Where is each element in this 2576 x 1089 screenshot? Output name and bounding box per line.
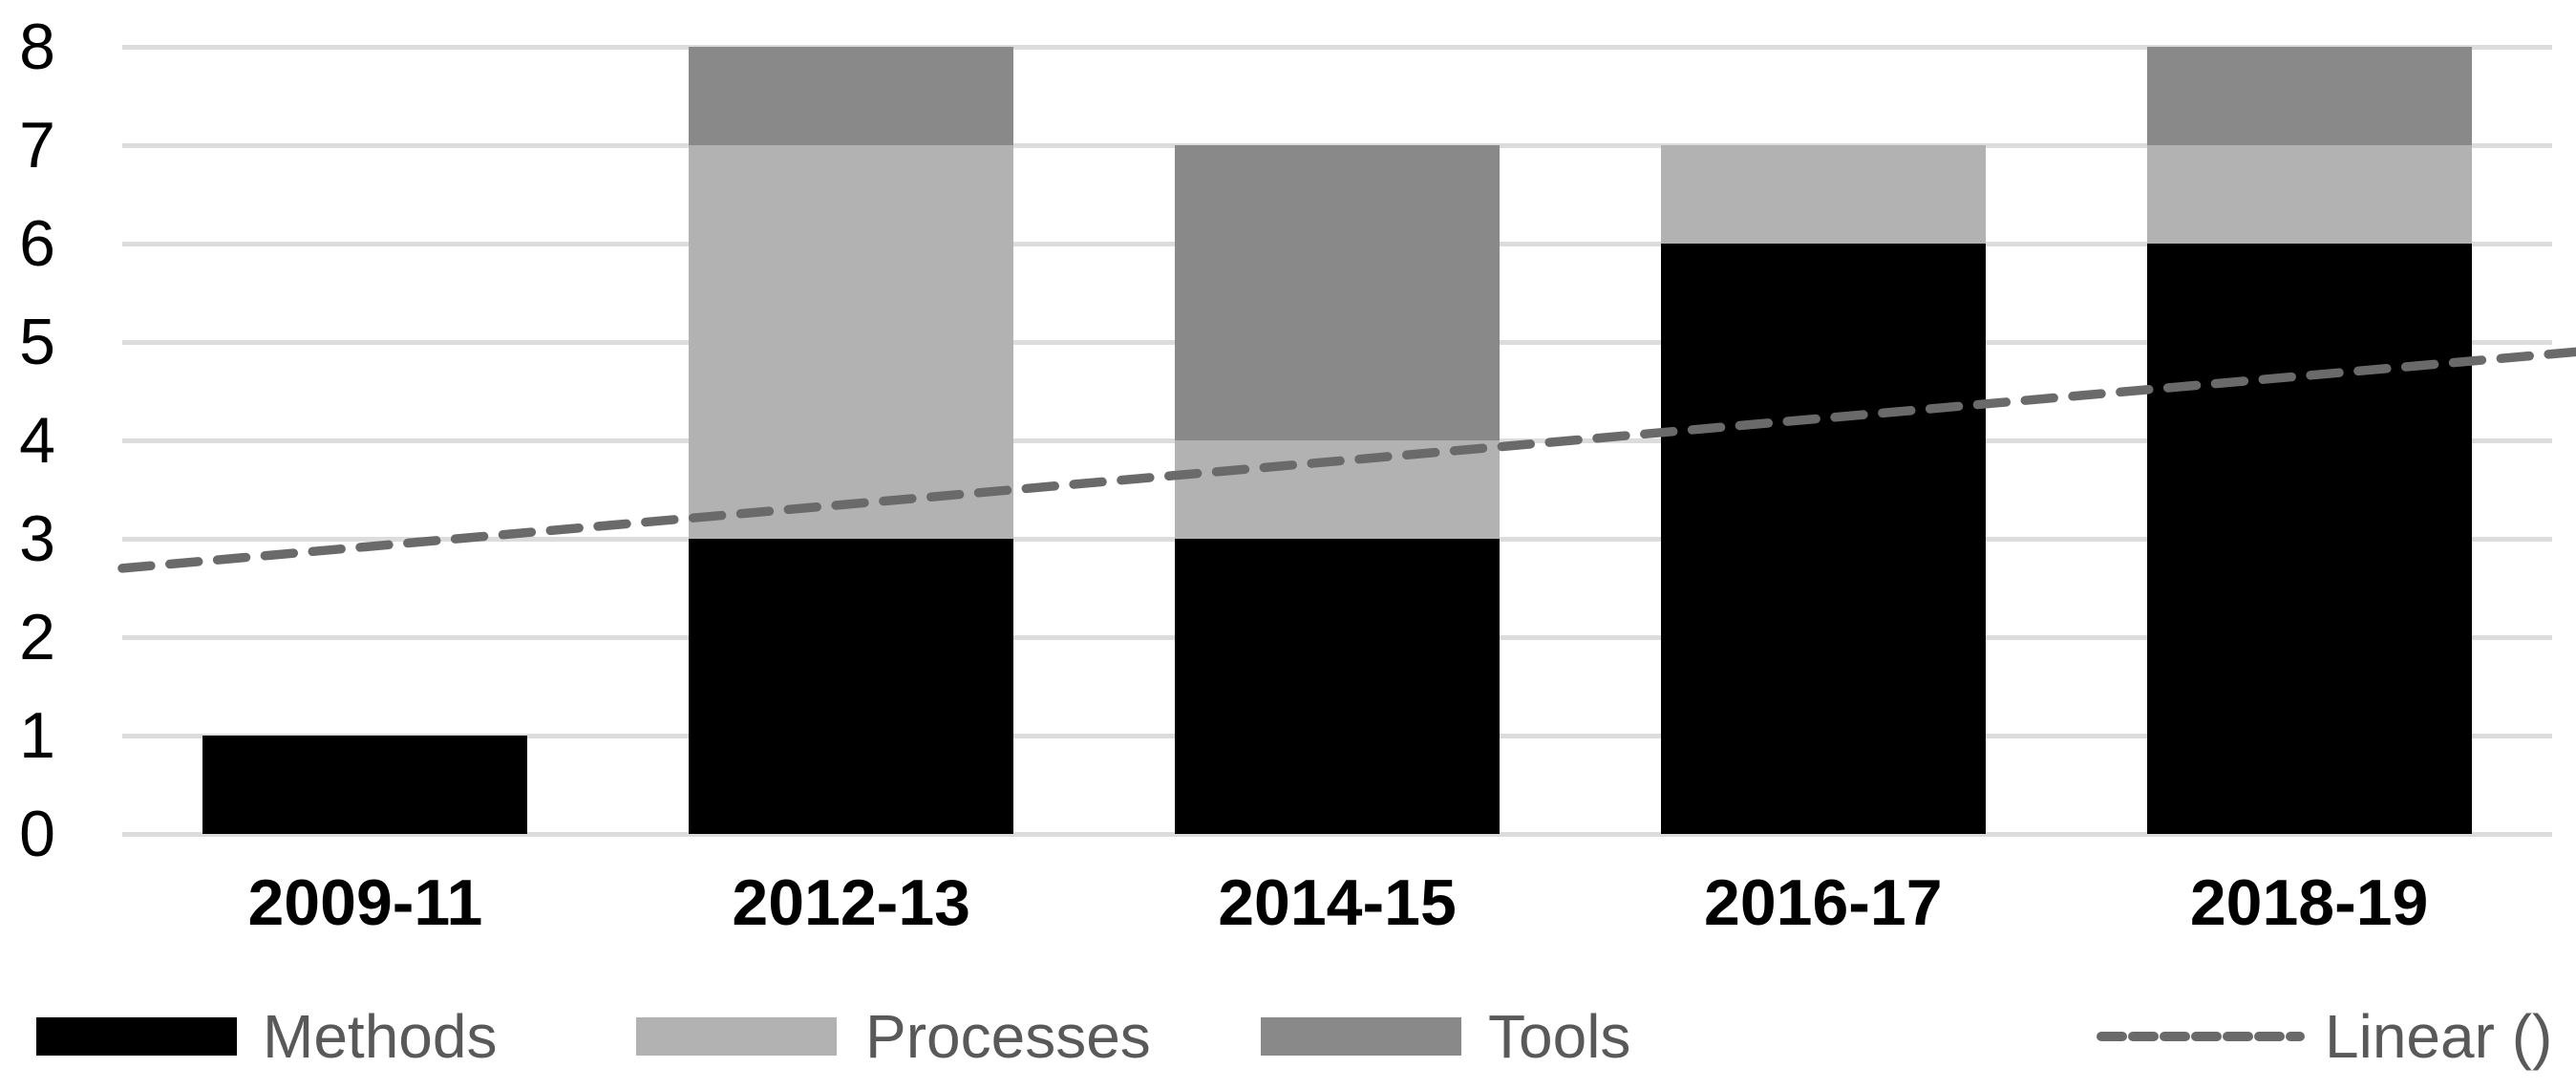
y-axis-label-1: 1	[19, 699, 55, 772]
bar-segment-methods-2018-19	[2146, 244, 2472, 834]
x-axis-label-2014-15: 2014-15	[1218, 866, 1457, 939]
bar-segment-methods-2014-15	[1175, 539, 1500, 834]
bar-segment-processes-2016-17	[1660, 145, 1986, 244]
bar-segment-methods-2009-11	[202, 736, 528, 834]
legend-swatch-tools	[1261, 1017, 1461, 1056]
legend-label-methods: Methods	[263, 1002, 498, 1071]
trendline-path	[117, 347, 2576, 573]
x-axis-label-2012-13: 2012-13	[732, 866, 970, 939]
legend-swatch-methods	[36, 1017, 237, 1056]
legend-swatch-processes	[636, 1017, 837, 1056]
bar-segment-tools-2014-15	[1175, 145, 1500, 440]
legend-label-linear: Linear ()	[2325, 1002, 2553, 1071]
gridline-0	[122, 831, 2552, 837]
bar-segment-processes-2018-19	[2146, 145, 2472, 244]
bar-segment-tools-2012-13	[689, 47, 1014, 145]
bar-segment-processes-2012-13	[689, 145, 1014, 539]
bar-segment-methods-2012-13	[689, 539, 1014, 834]
y-axis-label-0: 0	[19, 798, 55, 870]
bar-segment-tools-2018-19	[2146, 47, 2472, 145]
x-axis-label-2009-11: 2009-11	[247, 866, 483, 939]
y-axis-label-4: 4	[19, 404, 55, 477]
gridline-8	[122, 44, 2552, 50]
bar-segment-methods-2016-17	[1660, 244, 1986, 834]
x-axis-label-2016-17: 2016-17	[1704, 866, 1943, 939]
y-axis-label-8: 8	[19, 11, 55, 83]
y-axis-label-5: 5	[19, 306, 55, 378]
y-axis-label-6: 6	[19, 207, 55, 280]
y-axis-label-2: 2	[19, 601, 55, 673]
y-axis-label-3: 3	[19, 502, 55, 575]
legend-label-processes: Processes	[865, 1002, 1151, 1071]
x-axis-label-2018-19: 2018-19	[2189, 866, 2429, 939]
legend-label-tools: Tools	[1488, 1002, 1631, 1071]
y-axis-label-7: 7	[19, 109, 55, 182]
legend-dash-sample-linear	[2097, 1032, 2305, 1041]
